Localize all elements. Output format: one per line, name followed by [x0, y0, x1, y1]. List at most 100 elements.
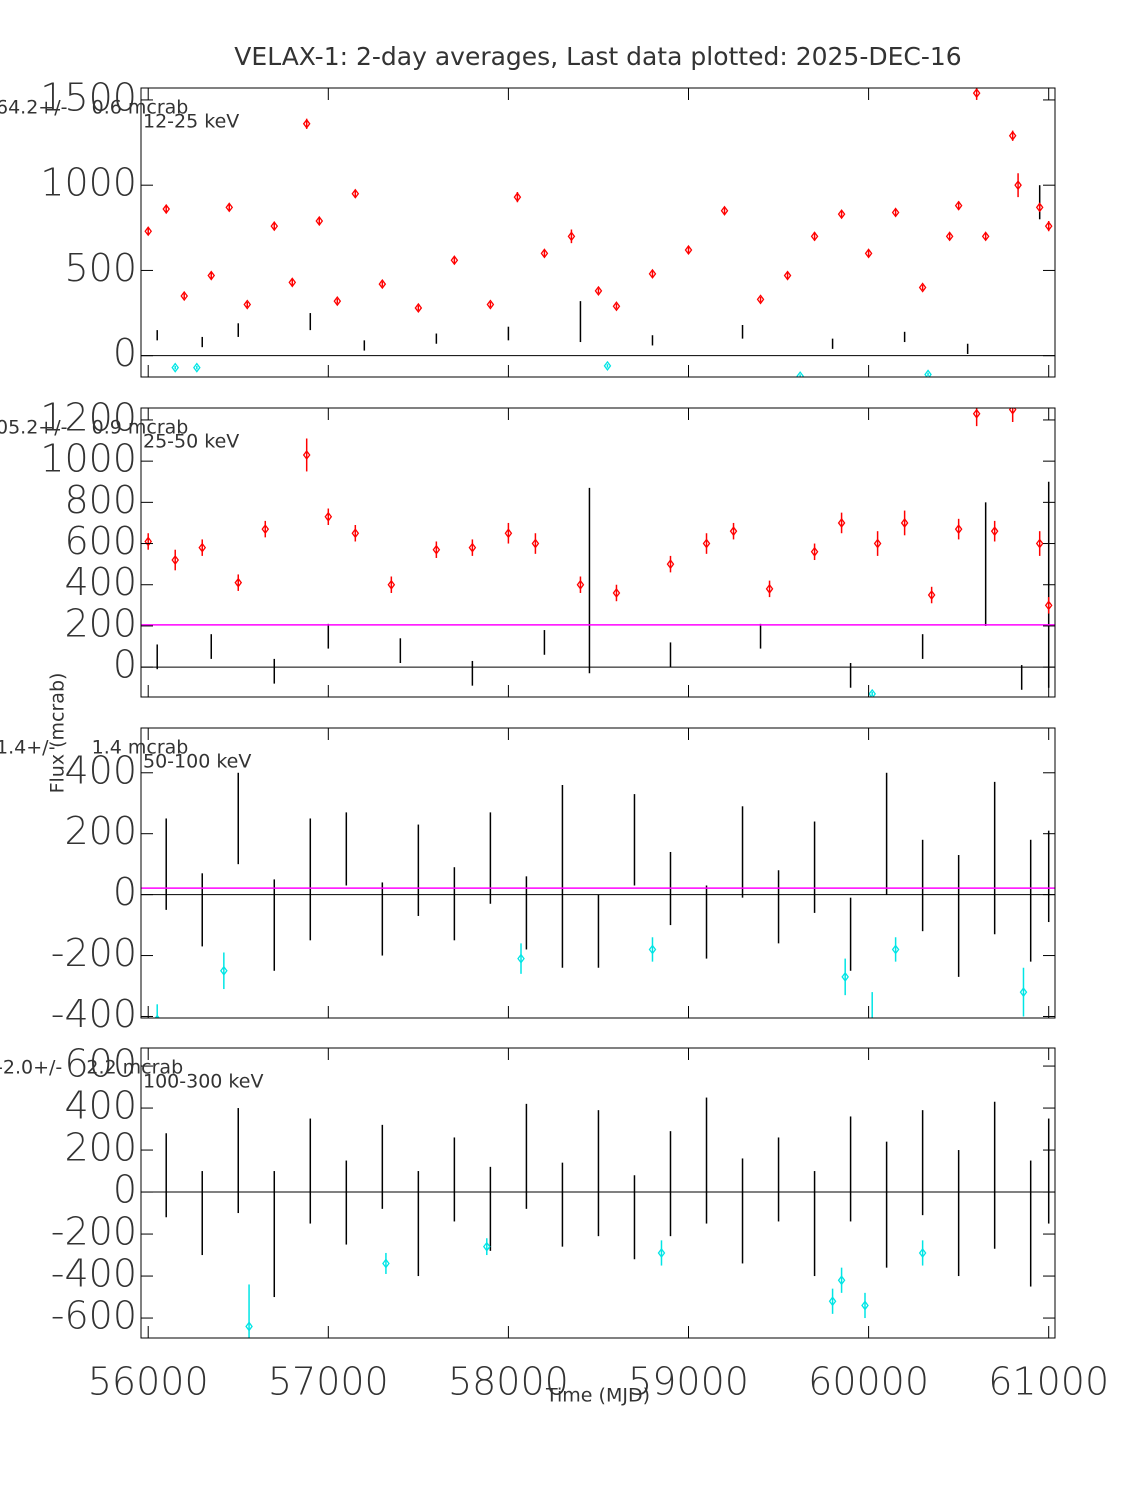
y-axis-label: Flux (mcrab)	[47, 673, 69, 794]
y-tick-label: 1000	[40, 161, 137, 205]
point	[924, 369, 932, 377]
y-tick-label: 500	[64, 246, 137, 290]
point	[513, 192, 522, 203]
point	[1035, 202, 1044, 213]
y-tick-label: 1000	[40, 437, 137, 481]
y-tick-label: -400	[51, 992, 137, 1036]
point	[414, 302, 423, 314]
point	[302, 449, 311, 461]
point	[861, 1300, 869, 1311]
point	[351, 188, 360, 199]
point	[900, 517, 909, 529]
y-tick-label: -200	[51, 1210, 137, 1254]
y-tick-label: -200	[51, 931, 137, 975]
point	[504, 528, 513, 539]
point	[702, 538, 711, 549]
point	[567, 231, 576, 242]
y-tick-label: 400	[64, 748, 137, 792]
point	[612, 301, 621, 312]
point	[927, 589, 936, 601]
point	[144, 536, 153, 547]
point	[207, 270, 216, 281]
point	[1035, 538, 1044, 549]
point	[864, 248, 873, 259]
point	[225, 202, 234, 213]
chart-title: VELAX-1: 2-day averages, Last data plott…	[234, 42, 961, 71]
point	[990, 526, 999, 537]
point	[180, 290, 189, 302]
point	[891, 207, 900, 218]
point	[288, 277, 297, 288]
point	[684, 244, 693, 256]
point	[378, 278, 387, 290]
point	[954, 524, 963, 535]
point	[603, 360, 612, 372]
point	[972, 88, 981, 99]
point	[891, 944, 900, 955]
point	[1014, 180, 1022, 191]
point	[783, 270, 792, 281]
point	[324, 511, 333, 522]
point	[648, 944, 657, 955]
point	[837, 1275, 846, 1286]
y-tick-label: 200	[64, 1126, 137, 1170]
point	[871, 1017, 873, 1018]
point	[873, 538, 882, 549]
point	[315, 215, 324, 227]
x-tick-label: 58000	[448, 1360, 569, 1404]
point	[837, 517, 846, 529]
point	[198, 542, 207, 553]
y-tick-label: 800	[64, 478, 137, 522]
y-tick-label: 0	[113, 331, 137, 375]
point	[261, 524, 270, 535]
point	[531, 538, 540, 549]
y-tick-label: -600	[51, 1294, 137, 1338]
point	[243, 299, 252, 310]
plot-area	[141, 772, 1055, 1018]
x-tick-label: 59000	[628, 1360, 749, 1404]
point	[657, 1247, 666, 1259]
band-label: 25-50 keV	[143, 431, 239, 453]
point	[981, 231, 990, 242]
annotation: 1.4+/- 1.4 mcrab	[0, 737, 188, 759]
point	[972, 408, 981, 419]
annotation: 05.2+/- 0.9 mcrab	[0, 417, 188, 439]
point	[666, 559, 675, 570]
x-axis-label: Time (MJD)	[545, 1385, 650, 1407]
point	[945, 231, 954, 242]
y-tick-label: 200	[64, 601, 137, 645]
y-tick-label: 600	[64, 1042, 137, 1086]
point	[828, 1296, 837, 1307]
point	[594, 285, 603, 296]
x-tick-label: 61000	[988, 1360, 1109, 1404]
x-tick-label: 60000	[808, 1360, 929, 1404]
y-tick-label: 1200	[40, 395, 137, 439]
plot-area	[141, 408, 1055, 697]
point	[612, 587, 621, 599]
point	[918, 1247, 927, 1259]
annotation: 64.2+/- 0.6 mcrab	[0, 97, 188, 119]
point	[234, 577, 243, 588]
point	[450, 255, 459, 266]
point	[486, 299, 495, 310]
y-tick-label: 600	[64, 519, 137, 563]
y-tick-label: 1500	[40, 75, 137, 119]
y-tick-label: 400	[64, 560, 137, 604]
point	[245, 1321, 253, 1332]
point	[540, 248, 549, 259]
point	[841, 971, 849, 982]
point	[171, 554, 180, 566]
point	[171, 362, 180, 373]
point	[648, 268, 657, 279]
point	[220, 965, 228, 976]
y-tick-label: 0	[113, 643, 137, 687]
plot-area	[141, 88, 1055, 377]
point	[144, 226, 153, 237]
band-label: 100-300 keV	[143, 1071, 263, 1093]
point	[1008, 130, 1017, 141]
frame	[140, 727, 1056, 1019]
y-tick-label: 0	[113, 1168, 137, 1212]
plot-area	[141, 1097, 1055, 1338]
point	[796, 371, 804, 377]
